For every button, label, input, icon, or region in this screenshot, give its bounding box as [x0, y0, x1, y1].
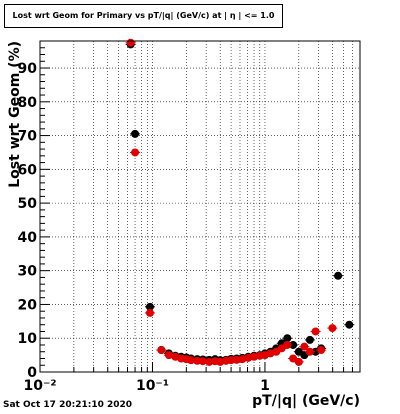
red-data-point — [300, 342, 309, 351]
red-data-point — [294, 357, 303, 366]
y-tick-label: 80 — [18, 95, 38, 111]
red-data-point — [317, 346, 326, 355]
black-data-point — [289, 340, 298, 349]
red-data-point — [283, 340, 292, 349]
red-data-point — [131, 148, 140, 157]
axis-ticks: 0 10 20 30 40 50 60 70 80 90 10⁻² 10⁻¹ 1 — [18, 40, 361, 394]
red-data-point — [145, 308, 154, 317]
black-data-point — [345, 320, 354, 329]
data-points — [125, 38, 355, 366]
x-tick-label: 10⁻² — [23, 378, 56, 394]
x-tick-label: 10⁻¹ — [136, 378, 169, 394]
red-data-point — [157, 346, 166, 355]
red-data-point — [198, 357, 207, 366]
black-data-point — [131, 129, 140, 138]
y-axis-title: Lost wrt Geom (%) — [7, 41, 23, 188]
x-axis-title: pT/|q| (GeV/c) — [252, 393, 360, 409]
timestamp: Sat Oct 17 20:21:10 2020 — [3, 400, 133, 410]
y-tick-label: 70 — [18, 129, 38, 145]
black-data-point — [283, 334, 292, 343]
y-tick-label: 60 — [18, 162, 38, 178]
x-tick-label: 1 — [260, 378, 270, 394]
red-data-point — [311, 327, 320, 336]
y-tick-label: 50 — [18, 196, 38, 212]
black-data-point — [145, 302, 154, 311]
grid — [40, 41, 360, 372]
y-tick-label: 20 — [18, 297, 38, 313]
red-data-point — [328, 324, 337, 333]
y-tick-label: 10 — [18, 331, 38, 347]
black-data-point — [305, 335, 314, 344]
red-data-point — [186, 356, 195, 365]
red-data-point — [126, 38, 135, 47]
black-data-point — [334, 271, 343, 280]
y-tick-label: 40 — [18, 230, 38, 246]
y-tick-label: 0 — [27, 365, 37, 381]
chart-title: Lost wrt Geom for Primary vs pT/|q| (GeV… — [4, 4, 283, 28]
y-tick-label: 90 — [18, 61, 38, 77]
red-data-point — [305, 347, 314, 356]
y-tick-label: 30 — [18, 264, 38, 280]
plot-frame — [39, 40, 361, 373]
